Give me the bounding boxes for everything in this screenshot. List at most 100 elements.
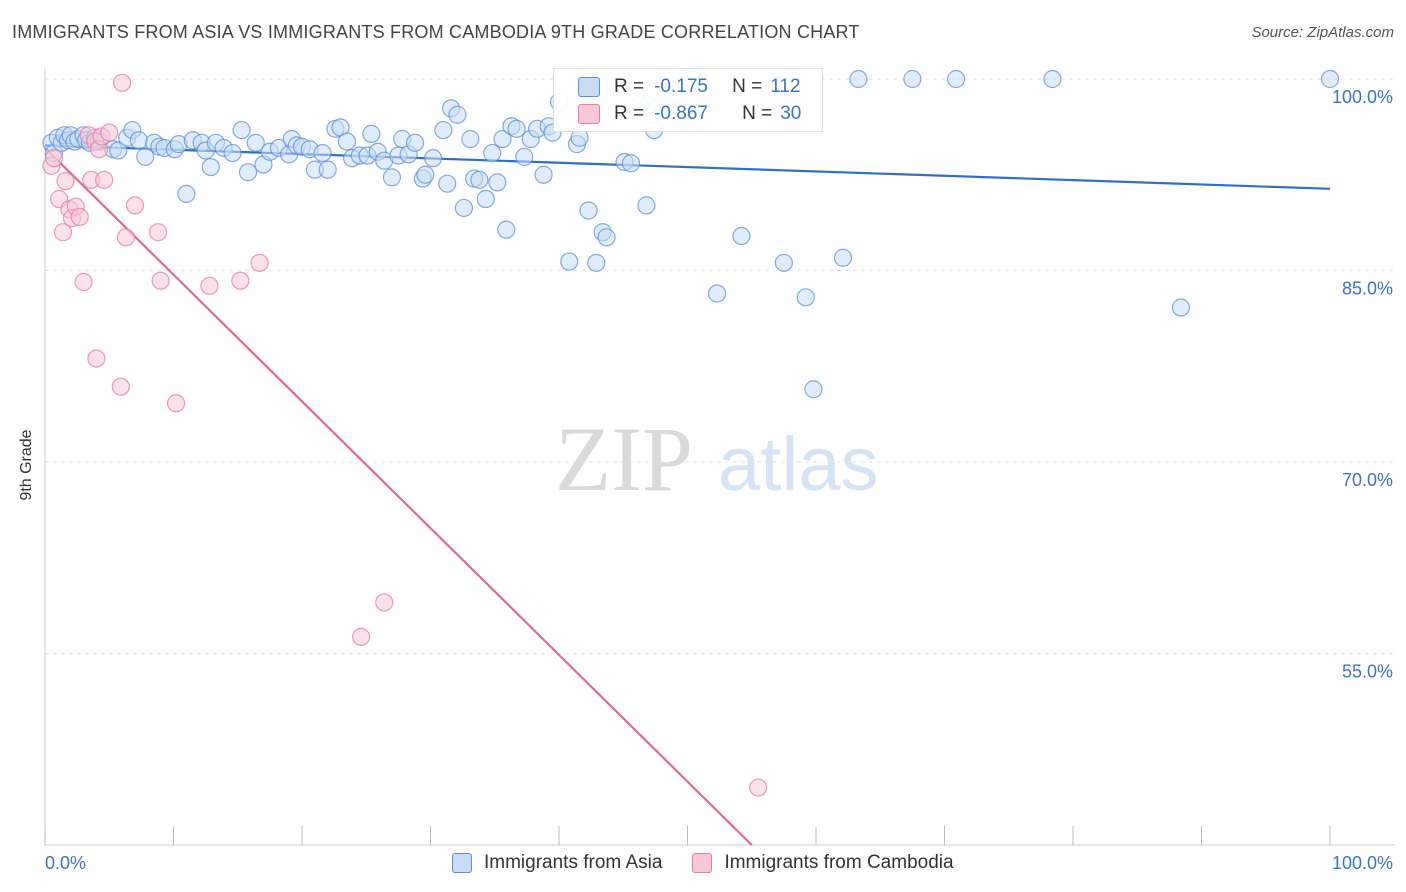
- point-asia: [438, 174, 457, 193]
- point-asia: [483, 143, 502, 163]
- point-asia: [476, 189, 495, 209]
- point-asia: [774, 253, 793, 272]
- trend-line-asia: [44, 144, 1331, 190]
- point-asia: [177, 184, 196, 203]
- legend-r-label: R =: [614, 103, 645, 124]
- point-asia: [637, 196, 656, 215]
- legend-r-cambodia: -0.867: [654, 103, 708, 124]
- point-asia: [804, 380, 823, 399]
- point-cambodia: [95, 170, 114, 189]
- legend-n-cambodia: 30: [780, 103, 802, 124]
- series-swatch-cambodia: [692, 853, 713, 873]
- stats-legend: R = -0.175 N = 112 R = -0.867 N = 30: [553, 68, 823, 132]
- point-asia: [454, 198, 474, 218]
- point-asia: [201, 157, 220, 177]
- point-asia: [405, 133, 425, 152]
- legend-row-cambodia: R = -0.867 N = 30: [578, 103, 801, 125]
- point-asia: [238, 163, 258, 182]
- point-asia: [232, 120, 251, 140]
- series-label-asia: Immigrants from Asia: [484, 852, 663, 873]
- point-asia: [946, 69, 966, 89]
- point-asia: [534, 165, 553, 184]
- point-cambodia: [148, 223, 168, 242]
- point-asia: [223, 143, 242, 163]
- point-cambodia: [116, 228, 136, 247]
- point-cambodia: [375, 593, 394, 612]
- legend-n-label: N =: [742, 103, 773, 124]
- point-cambodia: [100, 123, 119, 142]
- point-asia: [136, 147, 155, 166]
- point-cambodia: [70, 207, 89, 226]
- legend-swatch-asia: [578, 77, 600, 97]
- y-tick-label: 55.0%: [1342, 662, 1393, 682]
- point-asia: [1043, 69, 1062, 89]
- point-cambodia: [53, 223, 73, 242]
- point-asia: [849, 69, 868, 89]
- point-cambodia: [125, 196, 145, 215]
- y-tick-label: 85.0%: [1342, 279, 1393, 299]
- point-asia: [515, 147, 534, 166]
- point-cambodia: [87, 349, 106, 368]
- point-asia: [129, 131, 148, 150]
- point-cambodia: [74, 272, 93, 292]
- point-cambodia: [749, 778, 768, 797]
- point-asia: [903, 69, 922, 89]
- tick-labels: 100.0% 85.0% 70.0% 55.0% 0.0% 100.0%: [45, 87, 1393, 873]
- point-asia: [621, 154, 641, 173]
- legend-row-asia: R = -0.175 N = 112: [578, 76, 801, 98]
- point-cambodia: [200, 276, 219, 295]
- series-legend-cambodia[interactable]: Immigrants from Cambodia: [692, 852, 954, 874]
- point-asia: [497, 220, 516, 239]
- x-tick-label: 0.0%: [45, 853, 86, 873]
- legend-swatch-cambodia: [578, 104, 600, 124]
- x-tick-label: 100.0%: [1332, 853, 1393, 873]
- point-asia: [796, 288, 815, 307]
- point-asia: [318, 160, 337, 179]
- point-cambodia: [151, 271, 170, 290]
- watermark-zip: ZIP: [555, 408, 693, 510]
- trend-line-cambodia: [44, 147, 753, 846]
- point-asia: [109, 141, 128, 160]
- point-asia: [587, 253, 606, 272]
- point-asia: [470, 170, 489, 189]
- series-legend: Immigrants from Asia Immigrants from Cam…: [452, 852, 984, 874]
- series-swatch-asia: [452, 853, 472, 873]
- point-asia: [488, 173, 507, 192]
- point-asia: [362, 124, 381, 143]
- point-asia: [416, 165, 435, 184]
- point-asia: [1320, 69, 1340, 89]
- point-cambodia: [166, 394, 186, 413]
- axes: [44, 68, 1395, 846]
- point-asia: [337, 132, 357, 151]
- point-asia: [732, 226, 751, 246]
- point-asia: [434, 120, 453, 140]
- y-tick-label: 70.0%: [1342, 470, 1393, 490]
- point-asia: [833, 248, 853, 267]
- y-tick-label: 100.0%: [1332, 87, 1393, 107]
- point-cambodia: [56, 172, 75, 191]
- point-asia: [461, 129, 480, 149]
- trend-lines: [44, 144, 1331, 846]
- point-cambodia: [112, 73, 132, 92]
- watermark-atlas: atlas: [718, 422, 879, 507]
- legend-n-label: N =: [732, 76, 763, 97]
- point-asia: [448, 105, 467, 124]
- point-asia: [423, 149, 443, 168]
- point-cambodia: [352, 627, 371, 647]
- point-asia: [313, 143, 332, 163]
- point-asia: [507, 119, 526, 138]
- point-asia: [1171, 298, 1191, 317]
- point-asia: [493, 129, 512, 149]
- point-cambodia: [111, 377, 130, 396]
- source-label: Source: ZipAtlas.com: [1251, 24, 1394, 41]
- point-asia: [707, 284, 727, 303]
- point-cambodia: [44, 149, 64, 168]
- legend-r-label: R =: [614, 76, 645, 97]
- watermark: ZIP atlas: [555, 408, 879, 510]
- point-asia: [246, 133, 265, 152]
- series-legend-asia[interactable]: Immigrants from Asia: [452, 852, 662, 874]
- point-asia: [560, 252, 579, 271]
- point-asia: [597, 228, 616, 247]
- point-cambodia: [231, 271, 250, 290]
